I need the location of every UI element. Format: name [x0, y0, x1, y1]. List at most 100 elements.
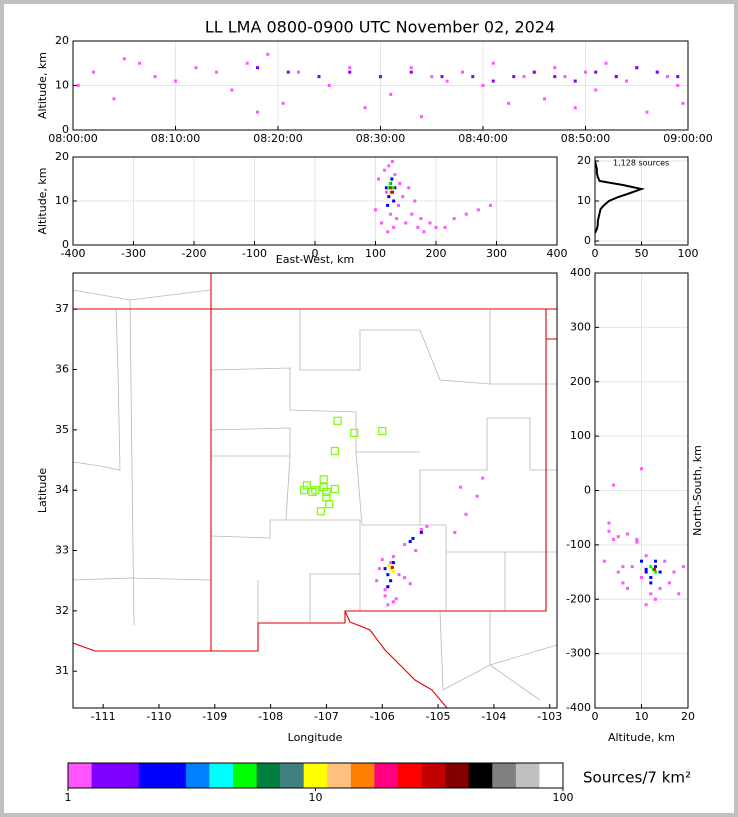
- source-point: [653, 570, 657, 574]
- y-tick-label: 20: [55, 34, 69, 47]
- source-point: [410, 212, 414, 216]
- x-tick-label: 08:40:00: [458, 132, 507, 145]
- source-point: [644, 603, 648, 607]
- y-axis-label: Altitude, km: [36, 167, 49, 234]
- colorbar-swatch: [68, 763, 92, 788]
- plot-area: [300, 416, 485, 607]
- station: [325, 499, 334, 509]
- source-point: [409, 70, 413, 74]
- station: [319, 483, 328, 492]
- colorbar-swatch: [138, 763, 163, 788]
- source-point: [488, 203, 492, 207]
- x-tick-label: 0: [312, 247, 319, 260]
- panel: 08:00:00 08:10:00 08:20:00 08:30:00 08:40:00…: [36, 34, 713, 145]
- source-point: [256, 66, 259, 70]
- y-tick-label: 0: [584, 484, 591, 497]
- source-point: [383, 567, 387, 571]
- source-point: [256, 110, 259, 114]
- source-point: [635, 537, 639, 541]
- source-point: [563, 75, 567, 79]
- x-axis-label: Altitude, km: [608, 731, 675, 744]
- colorbar-swatch: [515, 763, 540, 788]
- source-point: [393, 173, 397, 177]
- source-point: [653, 597, 657, 601]
- station: [311, 486, 320, 495]
- source-point: [666, 75, 669, 79]
- panel-frame: [72, 40, 689, 131]
- source-point: [174, 79, 177, 83]
- x-tick-label: 400: [547, 247, 568, 260]
- source-point: [644, 567, 648, 571]
- source-point: [408, 539, 412, 543]
- source-point: [391, 555, 395, 559]
- source-point: [616, 570, 620, 574]
- source-point: [230, 88, 234, 92]
- source-point: [387, 186, 391, 190]
- source-point: [630, 565, 634, 569]
- altitude-histogram: [595, 160, 646, 234]
- panel-frame: [72, 272, 558, 709]
- source-point: [391, 186, 395, 190]
- x-tick-label: -200: [182, 247, 207, 260]
- source-point: [286, 70, 290, 74]
- plot-area: [374, 159, 492, 234]
- source-point: [640, 467, 643, 471]
- y-tick-label: 100: [570, 429, 591, 442]
- source-point: [414, 549, 418, 553]
- source-point: [594, 70, 598, 74]
- source-point: [428, 221, 432, 225]
- source-point: [649, 581, 653, 585]
- colorbar-tick-label: 1: [65, 791, 72, 804]
- source-point: [626, 532, 630, 536]
- source-point: [532, 70, 536, 74]
- y-tick-label: 36: [55, 363, 69, 376]
- source-point: [635, 66, 639, 70]
- source-point: [594, 88, 598, 92]
- station: [308, 487, 317, 497]
- colorbar-tick-label: 100: [553, 791, 574, 804]
- x-tick-label: 300: [486, 247, 507, 260]
- station: [333, 416, 342, 425]
- source-point: [649, 592, 653, 596]
- source-point: [621, 565, 625, 569]
- source-point: [395, 217, 399, 221]
- colorbar-swatch: [209, 763, 234, 788]
- source-point: [76, 84, 80, 87]
- source-point: [403, 576, 407, 580]
- source-point: [616, 535, 620, 539]
- y-tick-label: 10: [55, 79, 69, 92]
- x-tick-label: -106: [370, 710, 395, 723]
- colorbar-swatch: [327, 763, 352, 788]
- source-point: [266, 52, 270, 56]
- source-point: [390, 565, 394, 569]
- source-point: [194, 66, 198, 70]
- x-tick-label: -400: [61, 247, 86, 260]
- source-point: [655, 70, 659, 74]
- source-point: [387, 564, 391, 568]
- panel: 0 10 20 -400 -300 -200 -100 0 100 200 300 400 Altitu…: [566, 266, 704, 744]
- y-tick-label: 0: [62, 123, 69, 136]
- source-point: [445, 79, 449, 83]
- source-point: [653, 567, 657, 571]
- source-point: [386, 585, 390, 589]
- colorbar-swatch: [91, 763, 116, 788]
- source-point: [476, 208, 480, 212]
- station: [322, 487, 331, 497]
- source-point: [92, 70, 95, 74]
- source-point: [317, 75, 321, 79]
- source-point: [397, 573, 401, 577]
- source-point: [375, 579, 379, 583]
- source-point: [138, 61, 142, 65]
- colorbar-tick-label: 10: [309, 791, 323, 804]
- colorbar-swatch: [350, 763, 375, 788]
- x-tick-label: -100: [242, 247, 267, 260]
- x-tick-label: 200: [426, 247, 447, 260]
- colorbar-swatch: [115, 763, 140, 788]
- source-point: [458, 485, 462, 489]
- source-point: [411, 536, 415, 540]
- source-point: [681, 101, 685, 105]
- source-point: [122, 57, 126, 61]
- y-tick-label: 35: [55, 423, 69, 436]
- colorbar-swatch: [468, 763, 493, 788]
- source-point: [644, 554, 648, 558]
